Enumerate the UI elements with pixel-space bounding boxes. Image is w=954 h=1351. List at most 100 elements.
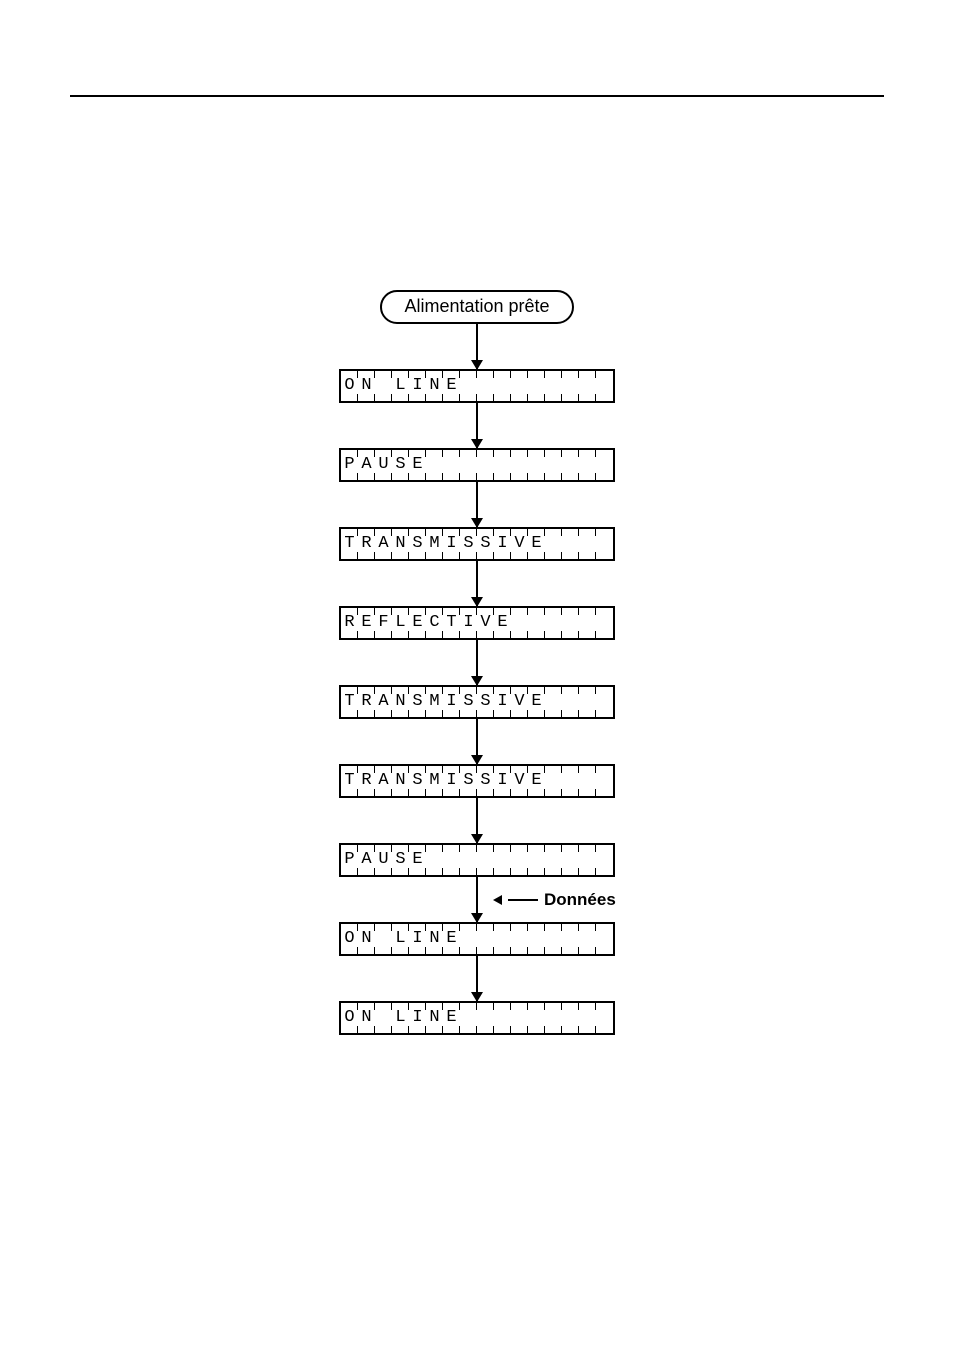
lcd-cell: E xyxy=(494,608,511,638)
lcd-cell: S xyxy=(392,845,409,875)
lcd-cell: S xyxy=(409,529,426,559)
lcd-cell: E xyxy=(443,1003,460,1033)
lcd-cell: V xyxy=(477,608,494,638)
lcd-cell: I xyxy=(409,371,426,401)
lcd-cell xyxy=(545,687,562,717)
lcd-cell: E xyxy=(528,529,545,559)
lcd-cell xyxy=(511,608,528,638)
lcd-cell xyxy=(545,529,562,559)
lcd-cell: N xyxy=(358,924,375,954)
lcd-cell xyxy=(460,924,477,954)
lcd-cell: E xyxy=(409,845,426,875)
lcd-cell xyxy=(460,450,477,480)
lcd-cell: R xyxy=(341,608,358,638)
lcd-cell: U xyxy=(375,845,392,875)
lcd-cell: N xyxy=(392,687,409,717)
lcd-cell: T xyxy=(341,766,358,796)
lcd-cell xyxy=(596,687,613,717)
lcd-cell xyxy=(528,450,545,480)
lcd-cell xyxy=(579,1003,596,1033)
lcd-cell xyxy=(579,529,596,559)
lcd-cell xyxy=(511,845,528,875)
side-label-donnees: Données xyxy=(493,890,616,910)
lcd-cell: S xyxy=(392,450,409,480)
lcd-cell: L xyxy=(392,608,409,638)
lcd-cell: I xyxy=(409,924,426,954)
lcd-cell xyxy=(511,1003,528,1033)
lcd-cell xyxy=(579,450,596,480)
arrow-left-icon xyxy=(493,895,502,905)
lcd-cell xyxy=(494,371,511,401)
lcd-cell: E xyxy=(358,608,375,638)
arrow-down xyxy=(476,561,478,606)
lcd-cell xyxy=(545,1003,562,1033)
lcd-cell: I xyxy=(443,687,460,717)
start-node-label: Alimentation prête xyxy=(404,296,549,316)
lcd-cell xyxy=(375,924,392,954)
lcd-cell xyxy=(477,845,494,875)
lcd-cell xyxy=(562,924,579,954)
arrow-down xyxy=(476,482,478,527)
flowchart: Alimentation prête ON LINE PAUSE TRANSMI… xyxy=(0,290,954,1035)
lcd-cell xyxy=(562,608,579,638)
lcd-cell xyxy=(596,450,613,480)
lcd-cell xyxy=(528,1003,545,1033)
lcd-display: PAUSE xyxy=(339,843,615,877)
lcd-cell xyxy=(528,924,545,954)
lcd-cell xyxy=(511,450,528,480)
lcd-cell: T xyxy=(341,687,358,717)
lcd-cell xyxy=(579,766,596,796)
lcd-cell xyxy=(460,371,477,401)
lcd-cell xyxy=(579,371,596,401)
lcd-cell: I xyxy=(443,766,460,796)
lcd-cell xyxy=(596,845,613,875)
lcd-cell xyxy=(528,608,545,638)
lcd-cell xyxy=(545,924,562,954)
lcd-cell xyxy=(460,1003,477,1033)
lcd-cell xyxy=(545,450,562,480)
lcd-cell: S xyxy=(477,687,494,717)
lcd-cell: I xyxy=(494,766,511,796)
lcd-cell: M xyxy=(426,687,443,717)
lcd-cell: O xyxy=(341,1003,358,1033)
lcd-cell xyxy=(562,766,579,796)
lcd-cell: C xyxy=(426,608,443,638)
lcd-cell xyxy=(579,608,596,638)
lcd-cell xyxy=(511,924,528,954)
lcd-display: TRANSMISSIVE xyxy=(339,685,615,719)
arrow-down xyxy=(476,798,478,843)
lcd-cell: R xyxy=(358,766,375,796)
lcd-cell: E xyxy=(443,371,460,401)
lcd-display: REFLECTIVE xyxy=(339,606,615,640)
lcd-display: ON LINE xyxy=(339,1001,615,1035)
lcd-cell: T xyxy=(341,529,358,559)
lcd-cell: I xyxy=(494,687,511,717)
lcd-display: TRANSMISSIVE xyxy=(339,764,615,798)
lcd-cell xyxy=(562,529,579,559)
arrow-down xyxy=(476,403,478,448)
lcd-cell: U xyxy=(375,450,392,480)
lcd-display: ON LINE xyxy=(339,369,615,403)
lcd-cell xyxy=(545,371,562,401)
lcd-cell: M xyxy=(426,766,443,796)
lcd-cell xyxy=(477,924,494,954)
lcd-cell xyxy=(596,529,613,559)
lcd-cell xyxy=(494,845,511,875)
lcd-cell xyxy=(596,371,613,401)
lcd-cell xyxy=(443,450,460,480)
lcd-cell xyxy=(579,687,596,717)
lcd-cell xyxy=(528,371,545,401)
lcd-cell: N xyxy=(426,1003,443,1033)
lcd-cell xyxy=(375,371,392,401)
lcd-display: TRANSMISSIVE xyxy=(339,527,615,561)
lcd-cell: A xyxy=(375,529,392,559)
lcd-cell: N xyxy=(392,766,409,796)
lcd-cell xyxy=(596,766,613,796)
lcd-cell: O xyxy=(341,371,358,401)
lcd-cell: I xyxy=(443,529,460,559)
lcd-cell: E xyxy=(528,687,545,717)
lcd-cell: I xyxy=(494,529,511,559)
lcd-cell: S xyxy=(477,529,494,559)
arrow-down xyxy=(476,719,478,764)
lcd-cell: N xyxy=(426,924,443,954)
